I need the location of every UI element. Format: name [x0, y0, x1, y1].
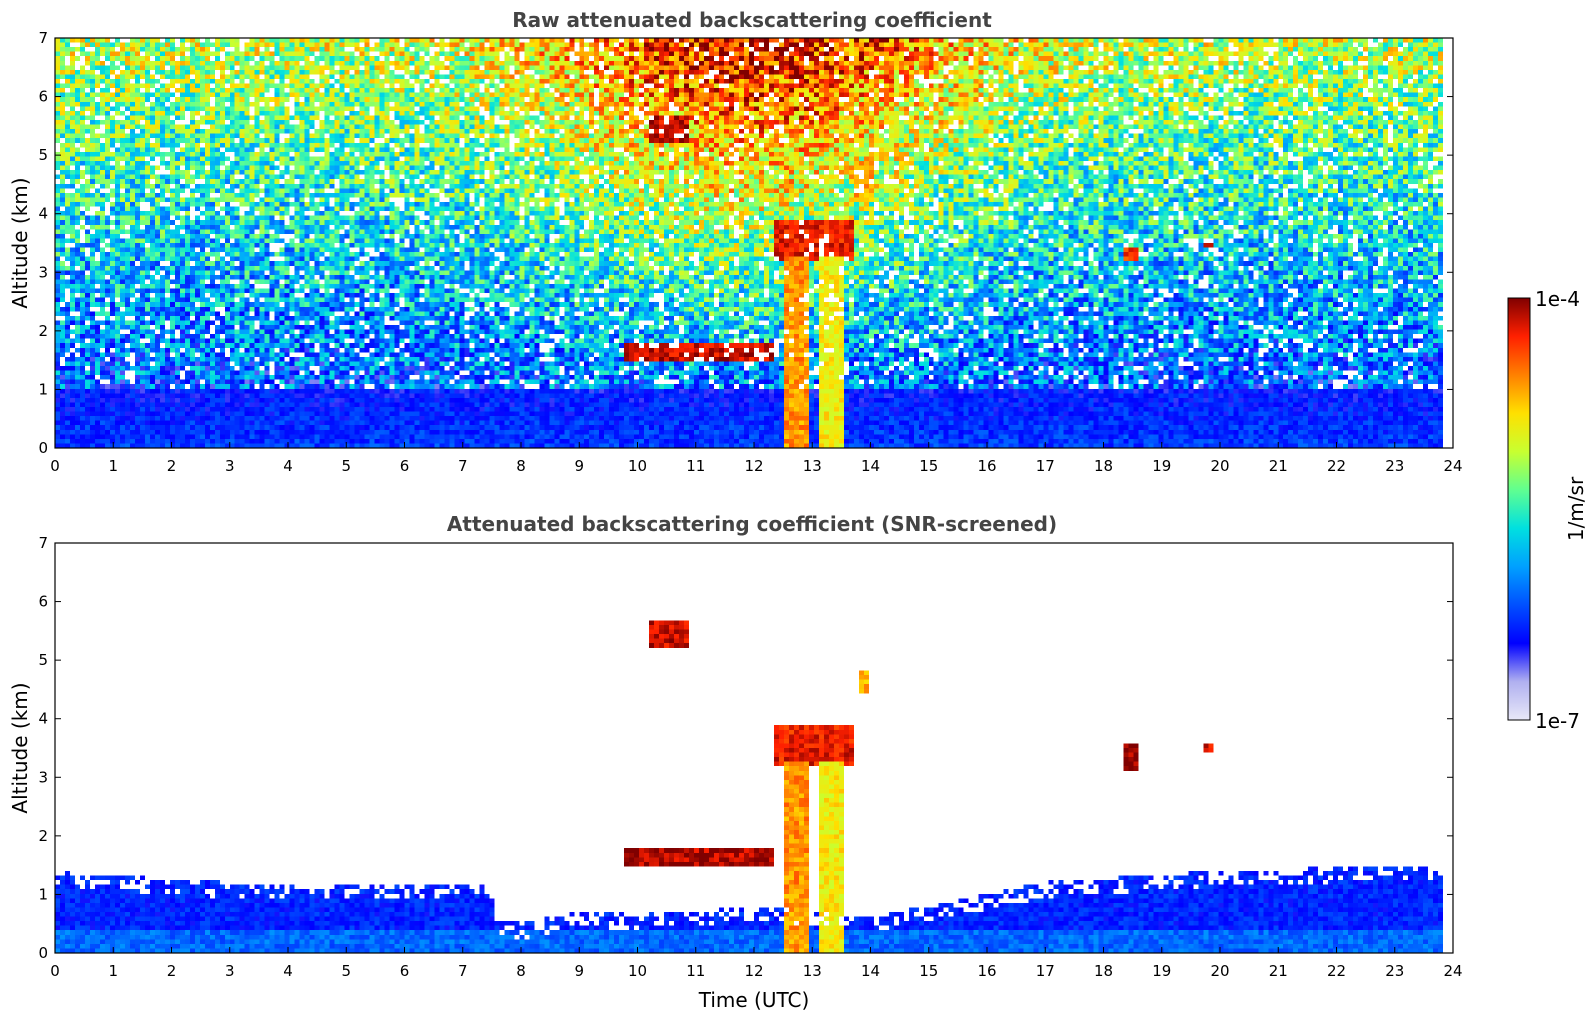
colorbar-gradient	[1507, 297, 1531, 721]
colorbar: 1e-4 1e-7 1/m/sr	[1507, 287, 1588, 733]
panel-screened-y-ticks: 0 1 2 3 4 5 6 7	[38, 534, 1453, 962]
y-tick-label: 0	[38, 944, 48, 962]
x-tick-label: 14	[861, 457, 880, 475]
x-tick-label: 17	[1036, 962, 1055, 980]
x-tick-label: 11	[686, 457, 705, 475]
x-tick-label: 13	[803, 962, 822, 980]
y-tick-label: 4	[38, 205, 48, 223]
x-tick-label: 24	[1443, 962, 1462, 980]
x-tick-label: 9	[574, 962, 584, 980]
colorbar-min-label: 1e-7	[1535, 709, 1580, 733]
x-tick-label: 5	[341, 962, 351, 980]
x-tick-label: 9	[574, 457, 584, 475]
x-tick-label: 16	[977, 457, 996, 475]
x-tick-label: 21	[1269, 962, 1288, 980]
y-tick-label: 2	[38, 827, 48, 845]
x-tick-label: 8	[516, 457, 526, 475]
y-tick-label: 1	[38, 380, 48, 398]
panel-raw-title: Raw attenuated backscattering coefficien…	[512, 8, 992, 32]
y-tick-label: 5	[38, 146, 48, 164]
x-tick-label: 10	[628, 962, 647, 980]
colorbar-unit-label: 1/m/sr	[1564, 476, 1588, 541]
x-tick-label: 0	[50, 962, 60, 980]
x-tick-label: 24	[1443, 457, 1462, 475]
y-tick-label: 2	[38, 322, 48, 340]
colorbar-max-label: 1e-4	[1535, 287, 1580, 311]
x-tick-label: 2	[167, 962, 177, 980]
panel-raw-y-ticks: 0 1 2 3 4 5 6 7	[38, 29, 1453, 457]
x-tick-label: 20	[1210, 962, 1229, 980]
panel-raw-x-ticks: 0 1 2 3 4 5 6 7 8 9 10 11 12 13 14 15 16 17 18 19 20 21 22 23 24	[50, 442, 1463, 475]
x-tick-label: 12	[744, 457, 763, 475]
y-tick-label: 1	[38, 885, 48, 903]
panel-screened-title: Attenuated backscattering coefficient (S…	[447, 512, 1057, 536]
x-tick-label: 3	[225, 962, 235, 980]
heatmap-raster	[55, 543, 1453, 953]
y-tick-label: 4	[38, 710, 48, 728]
x-tick-label: 18	[1094, 962, 1113, 980]
y-tick-label: 7	[38, 534, 48, 552]
x-tick-label: 13	[803, 457, 822, 475]
x-tick-label: 7	[458, 962, 468, 980]
panel-screened-x-ticks: 0 1 2 3 4 5 6 7 8 9 10 11 12 13 14 15 16 17 18 19 20 21 22 23 24	[50, 947, 1463, 980]
panel-raw-heatmap	[55, 38, 1453, 448]
y-tick-label: 5	[38, 651, 48, 669]
heatmap-raster	[55, 38, 1453, 448]
panel-screened-heatmap	[55, 543, 1453, 953]
y-tick-label: 7	[38, 29, 48, 47]
x-tick-label: 2	[167, 457, 177, 475]
y-tick-label: 6	[38, 88, 48, 106]
x-tick-label: 18	[1094, 457, 1113, 475]
x-tick-label: 19	[1152, 457, 1171, 475]
x-tick-label: 23	[1385, 457, 1404, 475]
panel-screened: Attenuated backscattering coefficient (S…	[8, 512, 1463, 1012]
x-tick-label: 15	[919, 962, 938, 980]
x-tick-label: 4	[283, 457, 293, 475]
panel-screened-y-label: Altitude (km)	[8, 682, 32, 813]
x-tick-label: 17	[1036, 457, 1055, 475]
x-tick-label: 19	[1152, 962, 1171, 980]
x-tick-label: 4	[283, 962, 293, 980]
x-tick-label: 21	[1269, 457, 1288, 475]
y-tick-label: 6	[38, 593, 48, 611]
x-tick-label: 6	[400, 962, 410, 980]
x-tick-label: 6	[400, 457, 410, 475]
y-tick-label: 3	[38, 768, 48, 786]
x-tick-label: 7	[458, 457, 468, 475]
x-tick-label: 10	[628, 457, 647, 475]
x-tick-label: 23	[1385, 962, 1404, 980]
x-tick-label: 22	[1327, 962, 1346, 980]
y-tick-label: 3	[38, 263, 48, 281]
x-tick-label: 22	[1327, 457, 1346, 475]
x-tick-label: 11	[686, 962, 705, 980]
x-tick-label: 1	[108, 457, 118, 475]
panel-screened-x-label: Time (UTC)	[698, 988, 810, 1012]
panel-raw-y-label: Altitude (km)	[8, 177, 32, 308]
x-tick-label: 16	[977, 962, 996, 980]
x-tick-label: 3	[225, 457, 235, 475]
y-tick-label: 0	[38, 439, 48, 457]
x-tick-label: 0	[50, 457, 60, 475]
x-tick-label: 1	[108, 962, 118, 980]
x-tick-label: 12	[744, 962, 763, 980]
x-tick-label: 14	[861, 962, 880, 980]
x-tick-label: 5	[341, 457, 351, 475]
x-tick-label: 8	[516, 962, 526, 980]
x-tick-label: 15	[919, 457, 938, 475]
panel-raw: Raw attenuated backscattering coefficien…	[8, 8, 1463, 475]
x-tick-label: 20	[1210, 457, 1229, 475]
